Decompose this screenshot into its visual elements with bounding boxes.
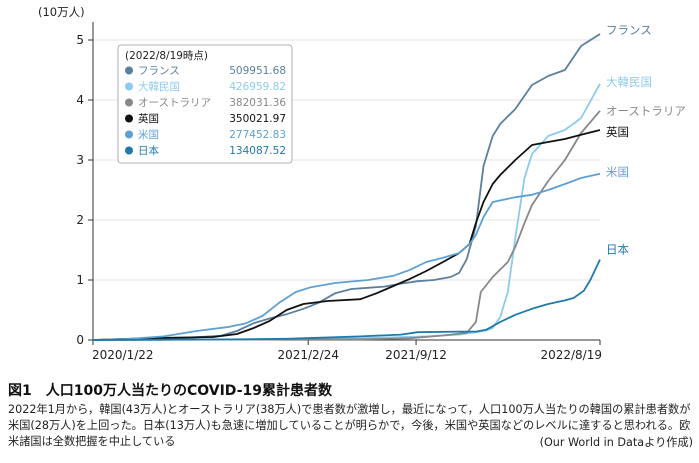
legend-series-value: 509951.68 (229, 65, 286, 77)
series-line (92, 110, 601, 341)
legend-series-name: 大韓民国 (138, 80, 180, 93)
x-tick-label: 2020/1/22 (92, 348, 154, 362)
covid-cumulative-cases-chart: 0 1 2 3 4 5 (10万人) 2020/1/22 2021/2/24 2021/9/12 2… (38, 5, 686, 362)
series-end-label: 米国 (606, 165, 629, 179)
series-line (92, 172, 601, 341)
series-lines (92, 33, 601, 341)
legend-marker (125, 66, 133, 75)
legend-marker (125, 130, 133, 139)
legend-box (117, 44, 293, 164)
legend-series-name: 米国 (138, 128, 159, 141)
legend-marker (125, 146, 133, 155)
y-tick-label: 1 (76, 273, 84, 287)
legend-series-value: 426959.82 (229, 81, 286, 93)
figure-title: 図1 人口100万人当たりのCOVID-19累計患者数 (8, 383, 332, 399)
legend-series-value: 382031.36 (229, 97, 286, 109)
axes: 0 1 2 3 4 5 (10万人) 2020/1/22 2021/2/24 2021/9/12 2… (38, 5, 602, 362)
y-tick-label: 0 (76, 333, 84, 347)
series-line (92, 129, 601, 341)
y-tick-label: 5 (76, 33, 84, 47)
y-tick-label: 2 (76, 213, 84, 227)
series-end-label: オーストラリア (606, 104, 686, 118)
legend-series-name: フランス (138, 65, 180, 77)
legend-marker (125, 98, 133, 107)
series-end-label: フランス (606, 23, 652, 37)
series-end-label: 英国 (606, 125, 629, 139)
legend-series-name: 日本 (138, 144, 159, 157)
legend-series-name: オーストラリア (138, 97, 211, 109)
legend: (2022/8/19時点) フランス 509951.68 大韓民国 426959.82 オ… (117, 44, 293, 164)
x-tick-label: 2022/8/19 (540, 348, 602, 362)
y-tick-label: 4 (76, 93, 84, 107)
series-line (92, 33, 601, 341)
legend-series-name: 英国 (138, 112, 159, 125)
legend-marker (125, 114, 133, 123)
x-tick-label: 2021/2/24 (277, 348, 339, 362)
x-tick-label: 2021/9/12 (385, 348, 447, 362)
series-end-label: 日本 (606, 243, 629, 257)
legend-title: (2022/8/19時点) (125, 50, 208, 62)
series-end-label: 大韓民国 (606, 75, 652, 89)
y-axis-label: (10万人) (38, 5, 85, 19)
legend-marker (125, 82, 133, 91)
legend-series-value: 134087.52 (229, 145, 286, 157)
legend-series-value: 277452.83 (229, 129, 286, 141)
y-tick-label: 3 (76, 153, 84, 167)
legend-series-value: 350021.97 (229, 113, 286, 125)
series-line (92, 259, 601, 341)
figure-caption: 2022年1月から，韓国(43万人)とオーストラリア(38万人)で患者数が激増し… (8, 403, 691, 448)
figure-source: (Our World in Dataより作成) (539, 436, 693, 449)
